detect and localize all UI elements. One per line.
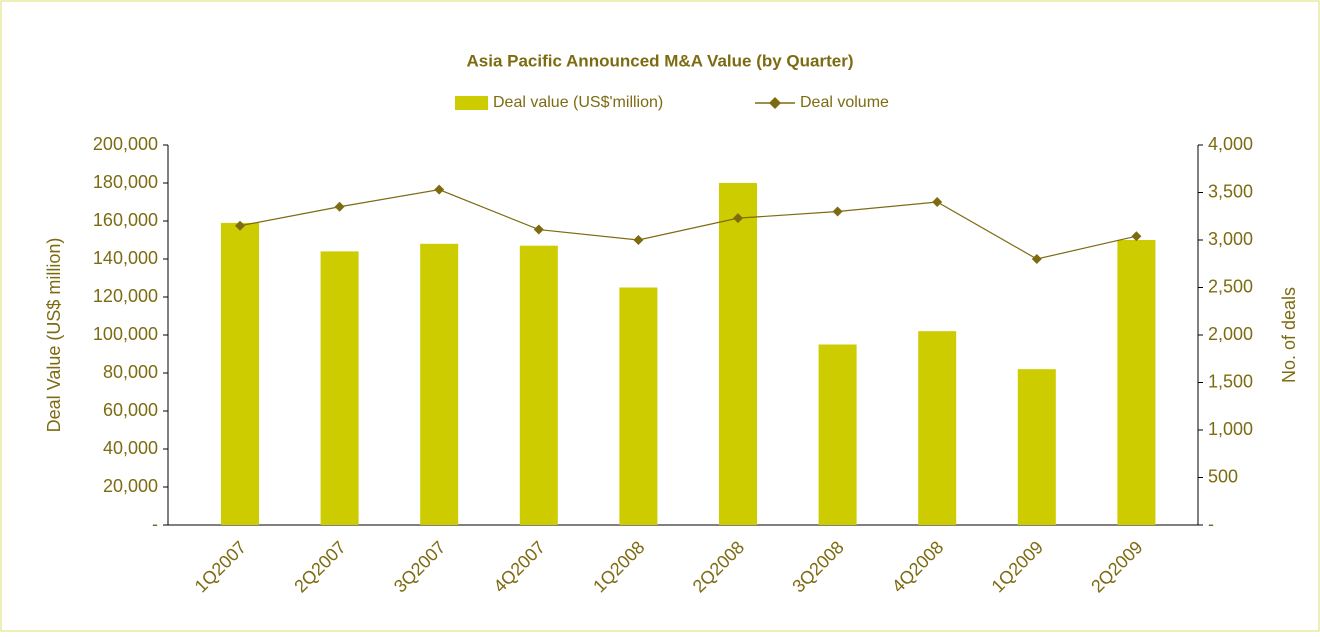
line-marker <box>733 213 743 224</box>
y-tick-label: 120,000 <box>93 286 158 306</box>
bar <box>918 331 957 525</box>
bar <box>818 344 857 525</box>
y-tick-label: 40,000 <box>103 438 158 458</box>
y-tick-label: - <box>152 514 158 534</box>
bar <box>719 183 757 525</box>
bar <box>519 245 558 525</box>
line-marker <box>235 220 245 231</box>
legend-marker <box>769 97 781 109</box>
y-tick-label: 80,000 <box>103 362 158 382</box>
line-marker <box>932 197 943 207</box>
y2-tick-label: 3,000 <box>1208 229 1253 249</box>
y-tick-label: 60,000 <box>103 400 158 420</box>
bar <box>420 243 459 526</box>
line-marker <box>533 224 544 235</box>
line <box>239 189 1137 260</box>
legend-label: Deal value (US$'million) <box>493 94 663 111</box>
bar <box>1117 240 1156 525</box>
legend-label: Deal volume <box>800 94 889 111</box>
y2-tick-label: 1,500 <box>1208 371 1253 391</box>
bar <box>221 222 259 525</box>
y2-axis-title: No. of deals <box>1279 287 1299 383</box>
y2-tick-label: 2,500 <box>1208 276 1253 296</box>
line-marker <box>832 206 843 217</box>
line-marker <box>334 201 345 212</box>
line-marker <box>1031 254 1042 264</box>
y2-tick-label: 4,000 <box>1208 134 1253 154</box>
y2-tick-label: 1,000 <box>1208 419 1253 439</box>
legend-swatch <box>455 96 488 110</box>
bar <box>320 251 359 525</box>
y-tick-label: 100,000 <box>93 324 158 344</box>
y-tick-label: 20,000 <box>103 476 158 496</box>
line-marker <box>633 235 644 245</box>
y2-tick-label: 3,500 <box>1208 181 1253 201</box>
y2-tick-label: - <box>1208 514 1214 534</box>
y-tick-label: 160,000 <box>93 210 158 230</box>
y-tick-label: 140,000 <box>93 248 158 268</box>
chart-title: Asia Pacific Announced M&A Value (by Qua… <box>467 51 854 70</box>
y2-tick-label: 2,000 <box>1208 324 1253 344</box>
y-tick-label: 180,000 <box>93 172 158 192</box>
y2-tick-label: 500 <box>1208 466 1238 486</box>
bar <box>1017 369 1056 525</box>
line-marker <box>434 184 445 195</box>
y-tick-label: 200,000 <box>93 134 158 154</box>
line-marker <box>1131 231 1142 242</box>
bar <box>619 287 658 525</box>
y-axis-title: Deal Value (US$ million) <box>44 238 64 433</box>
